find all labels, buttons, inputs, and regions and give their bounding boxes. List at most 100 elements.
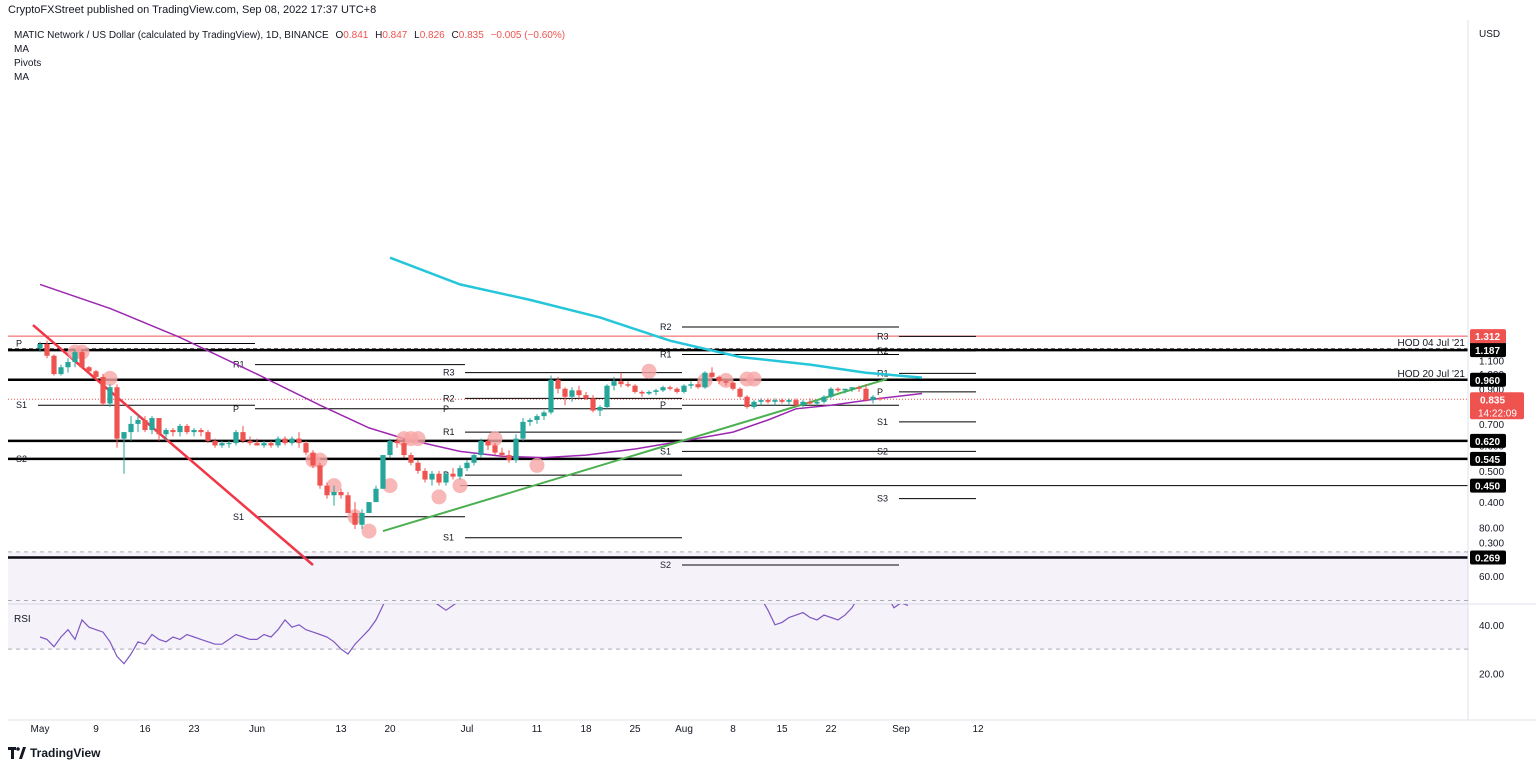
candle-body [772, 400, 778, 402]
pivot-label: R2 [443, 393, 455, 403]
ohlc-high-label: H [375, 30, 383, 41]
level-price-tag: 1.187 [1475, 346, 1500, 357]
ohlc-close-label: C [451, 30, 459, 41]
candle [674, 387, 680, 394]
rsi-pane [39, 604, 909, 665]
candle [828, 387, 834, 399]
candle [772, 398, 778, 406]
touch-point-marker [641, 363, 657, 379]
candle [471, 452, 477, 466]
candle-body [786, 400, 792, 402]
time-tick-label: 8 [730, 724, 736, 735]
candle-body [709, 372, 715, 377]
candle-body [352, 512, 358, 525]
pivot-label: S3 [877, 494, 888, 504]
candle [457, 465, 463, 480]
candle-body [261, 443, 267, 446]
candle-body [184, 425, 190, 433]
candle [415, 460, 421, 474]
candle [667, 385, 673, 391]
candle [842, 388, 848, 394]
indicator-ma-1[interactable]: MA [14, 44, 29, 55]
candle [275, 436, 281, 448]
red-level-price-tag-bg [1470, 329, 1506, 344]
candle [51, 354, 57, 376]
tradingview-logo[interactable]: TradingView [8, 746, 100, 760]
candle-body [716, 376, 722, 382]
candle [177, 423, 183, 437]
candle-body [541, 412, 547, 417]
candle-body [856, 387, 862, 389]
candle-body [177, 425, 183, 433]
candle-body [863, 388, 869, 401]
candle-body [737, 388, 743, 397]
indicator-ma-2[interactable]: MA [14, 72, 29, 83]
touch-point-marker [312, 452, 328, 468]
candle [317, 462, 323, 489]
candle-body [765, 400, 771, 402]
candle-body [569, 390, 575, 397]
candle-body [842, 388, 848, 391]
red-level-price-tag: 1.312 [1475, 332, 1500, 343]
candle [338, 488, 344, 499]
time-tick-label: 9 [93, 724, 99, 735]
candle-body [275, 438, 281, 446]
candle [723, 379, 729, 386]
candle-body [436, 473, 442, 483]
price-tick-label: 0.400 [1479, 498, 1504, 509]
pivot-label: P [443, 404, 449, 414]
candle-body [422, 470, 428, 480]
candle-body [821, 396, 827, 402]
candle-body [191, 430, 197, 433]
candle-body [65, 362, 71, 368]
candle [233, 430, 239, 446]
candle [758, 398, 764, 406]
candle [380, 455, 386, 489]
price-pane: PS1S2R1PS1R3R2PR1PS1R2R1PS1S2R3R2R1PS1S2… [8, 256, 1468, 570]
touch-point-marker [487, 431, 503, 447]
indicator-pivots[interactable]: Pivots [14, 58, 42, 69]
pivot-label: R1 [443, 427, 455, 437]
pivot-label: S1 [877, 417, 888, 427]
candle-body [226, 443, 232, 445]
pivot-label: R3 [877, 331, 889, 341]
candle-body [730, 382, 736, 389]
touch-point-marker [529, 457, 545, 473]
pivot-label: S2 [660, 560, 671, 570]
pivot-label: S2 [877, 446, 888, 456]
symbol-line: MATIC Network / US Dollar (calculated by… [14, 30, 565, 41]
candle [751, 400, 757, 409]
candle-body [212, 440, 218, 446]
candle [366, 502, 372, 513]
candle-body [506, 455, 512, 461]
candle-body [499, 452, 505, 456]
candle-body [828, 388, 834, 397]
time-tick-label: 13 [335, 724, 347, 735]
candle-body [51, 355, 57, 375]
candle-body [156, 418, 162, 435]
candle-body [254, 443, 260, 446]
candle-body [240, 432, 246, 441]
time-tick-label: 15 [776, 724, 788, 735]
candle-body [359, 512, 365, 525]
level-price-tag-bg [1470, 433, 1506, 448]
touch-point-marker [452, 478, 468, 494]
candle-body [100, 376, 106, 404]
candle [520, 418, 526, 441]
candle [506, 450, 512, 463]
candle-body [303, 443, 309, 453]
candle [156, 418, 162, 441]
candle [737, 387, 743, 399]
ohlc-low: 0.826 [419, 30, 445, 41]
candle [800, 400, 806, 407]
candle [485, 438, 491, 451]
time-tick-label: 20 [384, 724, 396, 735]
candle-body [723, 381, 729, 383]
candle-body [394, 440, 400, 444]
candle-body [331, 491, 337, 496]
candle-body [233, 432, 239, 444]
bar-countdown: 14:22:09 [1478, 408, 1517, 419]
ohlc-change: −0.005 (−0.60%) [490, 30, 566, 41]
